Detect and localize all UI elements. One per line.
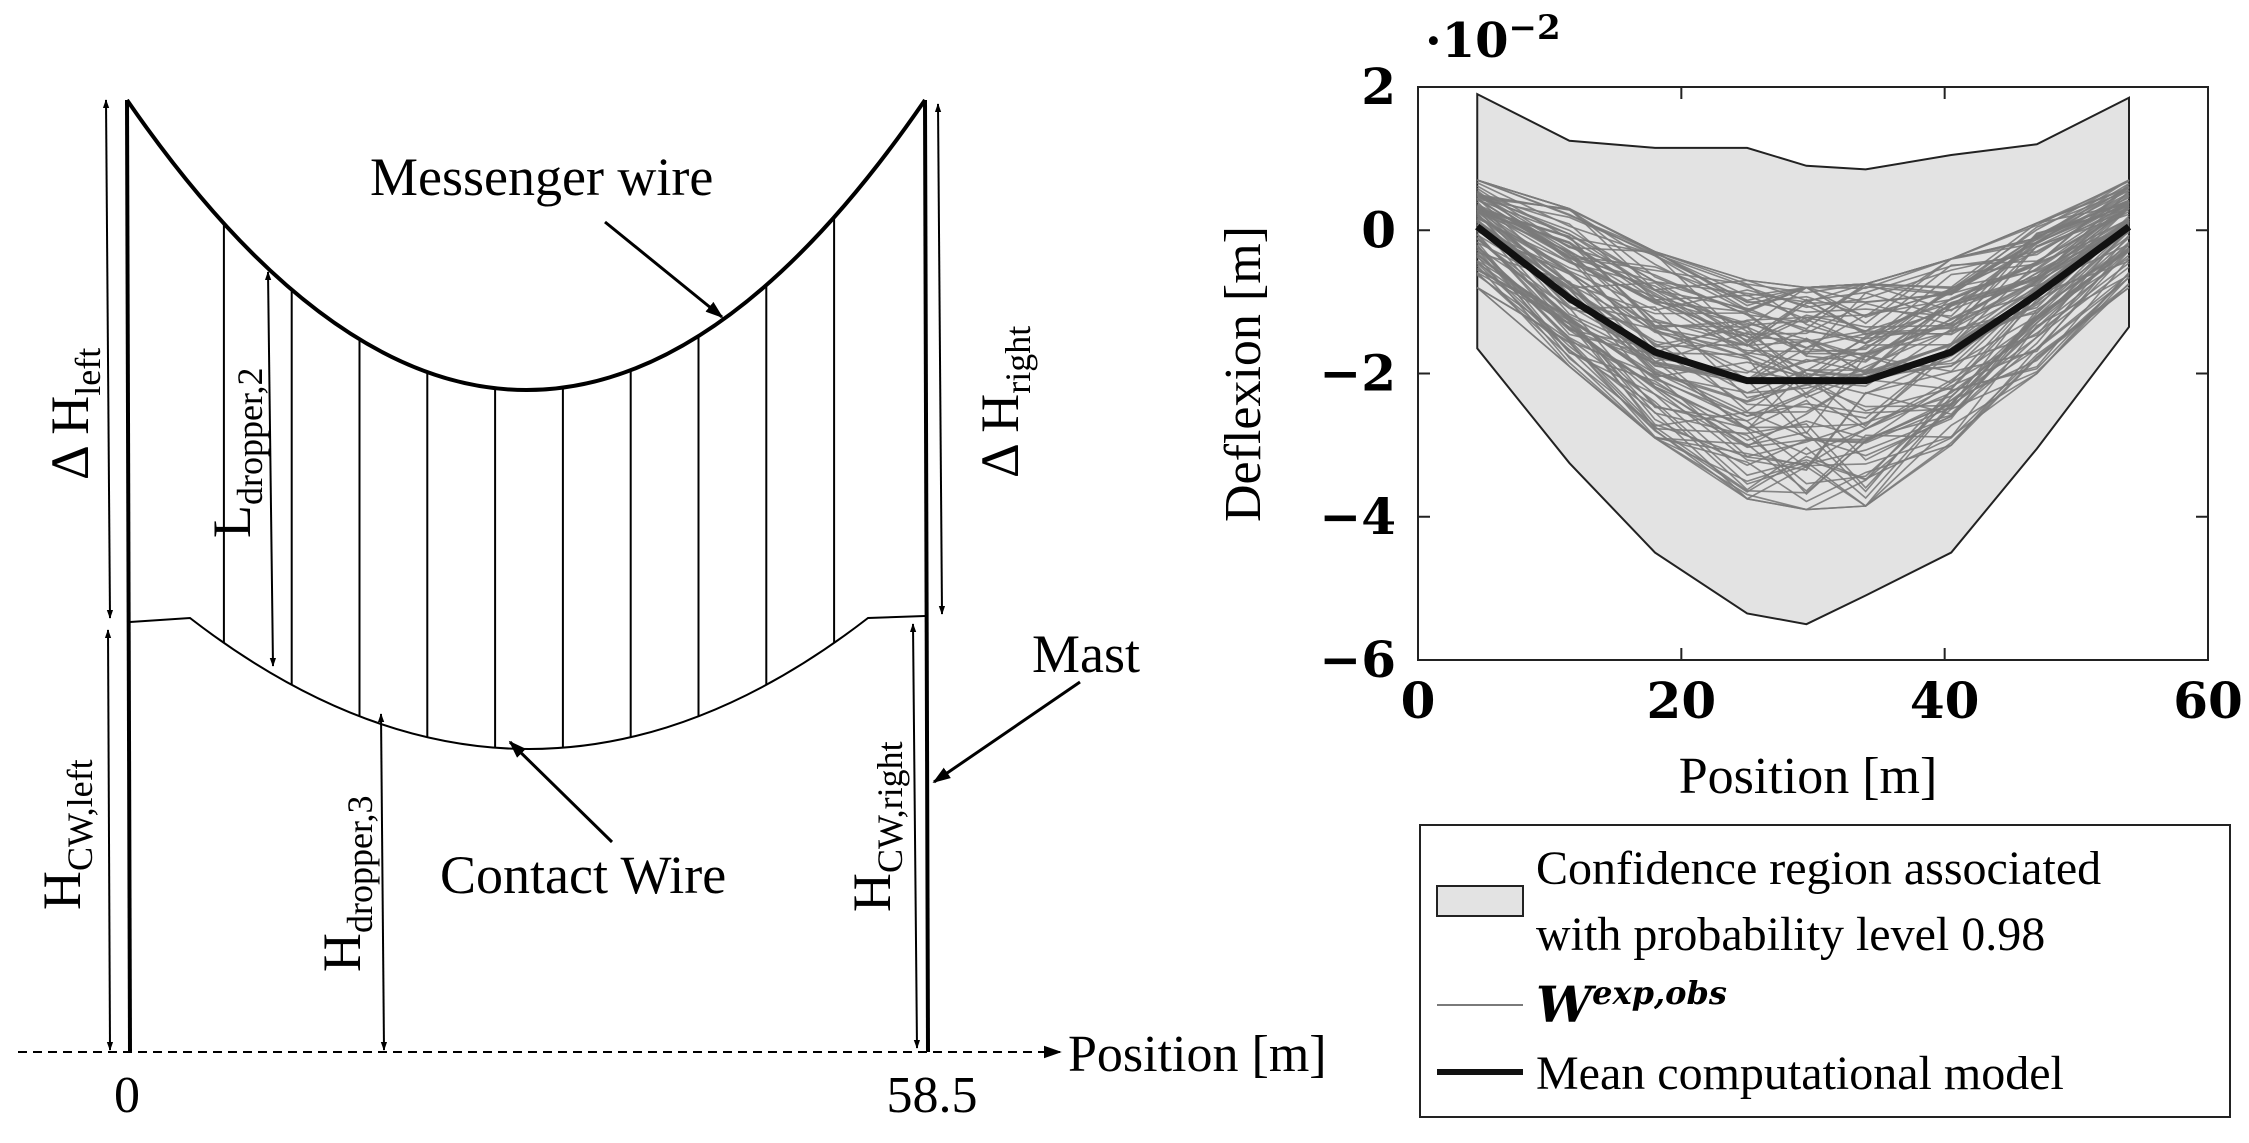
observation-line <box>1477 179 2130 295</box>
confidence-region <box>1476 92 2130 626</box>
contact-wire <box>129 615 926 750</box>
observation-line <box>1477 179 2130 324</box>
legend: Confidence region associated with probab… <box>1419 824 2231 1118</box>
observation-line <box>1476 255 2130 493</box>
legend-box <box>1419 824 2231 1118</box>
observation-line <box>1476 204 2130 394</box>
svg-text:HCW,left: HCW,left <box>32 759 100 910</box>
axis-ticks: 0 20 40 60 −6 −4 −2 0 2 <box>1319 57 2242 730</box>
x-tick-label: 40 <box>1910 671 1980 730</box>
x-tick-label: 0 <box>1401 671 1436 730</box>
observation-line <box>1476 225 2130 431</box>
mast-left <box>125 99 132 1053</box>
contact-wire-label: Contact Wire <box>440 845 726 905</box>
legend-swatch-confidence <box>1436 885 1524 917</box>
h-dropper-label: Hdropper,3 <box>312 795 380 972</box>
svg-text:Δ Hleft: Δ Hleft <box>40 348 108 480</box>
l-dropper-label: Ldropper,2 <box>202 367 270 538</box>
observation-line <box>1477 198 2130 309</box>
deflexion-chart: 0 20 40 60 −6 −4 −2 0 2 ·10−2 Position [m] Defle… <box>1215 8 2243 1118</box>
observation-line <box>1476 247 2130 500</box>
observation-line <box>1476 219 2130 435</box>
h-dropper-arrow <box>377 713 388 1051</box>
observation-line <box>1476 273 2130 493</box>
hcw-right-arrow <box>909 623 921 1049</box>
observation-line <box>1476 225 2130 399</box>
contact-pointer <box>508 740 614 844</box>
y-tick-label: −6 <box>1319 630 1396 689</box>
messenger-pointer <box>604 220 724 319</box>
hcw-right-label: HCW,right <box>842 741 910 912</box>
legend-confidence-line1: Confidence region associated <box>1536 842 2101 895</box>
x-tick-label: 20 <box>1647 671 1717 730</box>
position-axis-label: Position [m] <box>1068 1026 1327 1083</box>
observation-line <box>1476 273 2130 503</box>
observation-line <box>1476 220 2130 429</box>
hcw-left-arrow <box>104 629 114 1051</box>
dh-right-label: Δ Hright <box>970 326 1038 478</box>
observation-line <box>1477 197 2130 340</box>
l-dropper-arrow <box>264 271 277 667</box>
hcw-left-label: HCW,left <box>32 759 100 910</box>
y-axis-label: Deflexion [m] <box>1215 226 1272 522</box>
x-end-label: 58.5 <box>887 1067 978 1124</box>
observation-line <box>1477 183 2130 342</box>
y-tick-label: −2 <box>1319 344 1396 403</box>
svg-text:Δ Hright: Δ Hright <box>970 326 1038 478</box>
svg-text:HCW,right: HCW,right <box>842 741 910 912</box>
mast-right <box>923 99 930 1053</box>
svg-text:Ldropper,2: Ldropper,2 <box>202 367 270 538</box>
y-tick-label: 0 <box>1361 200 1396 259</box>
legend-confidence-line2: with probability level 0.98 <box>1536 908 2045 961</box>
confidence-region-layer <box>1476 92 2130 626</box>
observations-layer <box>1476 179 2130 511</box>
mast-label: Mast <box>1032 624 1140 684</box>
dh-left-arrow <box>102 99 114 619</box>
legend-observations-label: Wexp,obs <box>1536 974 1727 1034</box>
svg-text:Hdropper,3: Hdropper,3 <box>312 795 380 972</box>
observation-line <box>1476 265 2130 507</box>
x-axis-label: Position [m] <box>1679 748 1938 805</box>
messenger-wire <box>125 98 927 392</box>
observation-line <box>1476 215 2130 385</box>
legend-mean-label: Mean computational model <box>1536 1047 2064 1100</box>
observation-line <box>1476 212 2130 428</box>
observation-line <box>1476 197 2130 363</box>
droppers <box>222 217 836 748</box>
catenary-diagram: Position [m] 0 58.5 Messenger wire Conta… <box>18 98 1327 1124</box>
observation-line <box>1476 195 2130 303</box>
y-tick-label: 2 <box>1361 57 1396 116</box>
mast-pointer <box>932 680 1081 784</box>
x-start-label: 0 <box>114 1067 140 1124</box>
observation-line <box>1477 205 2130 344</box>
mean-model-line <box>1475 223 2132 385</box>
y-tick-label: −4 <box>1319 487 1396 546</box>
dh-left-label: Δ Hleft <box>40 348 108 480</box>
observation-line <box>1476 241 2130 449</box>
x-tick-label: 60 <box>2173 671 2243 730</box>
observation-line <box>1476 229 2130 448</box>
y-axis-label-group: Deflexion [m] <box>1215 226 1272 522</box>
observation-line <box>1476 252 2130 496</box>
messenger-wire-label: Messenger wire <box>370 147 713 207</box>
mean-model-layer <box>1475 223 2132 385</box>
scale-factor-label: ·10−2 <box>1425 8 1561 69</box>
dh-right-arrow <box>934 103 946 615</box>
observation-line <box>1476 190 2130 363</box>
observation-line <box>1476 272 2130 508</box>
observation-line <box>1476 250 2130 490</box>
